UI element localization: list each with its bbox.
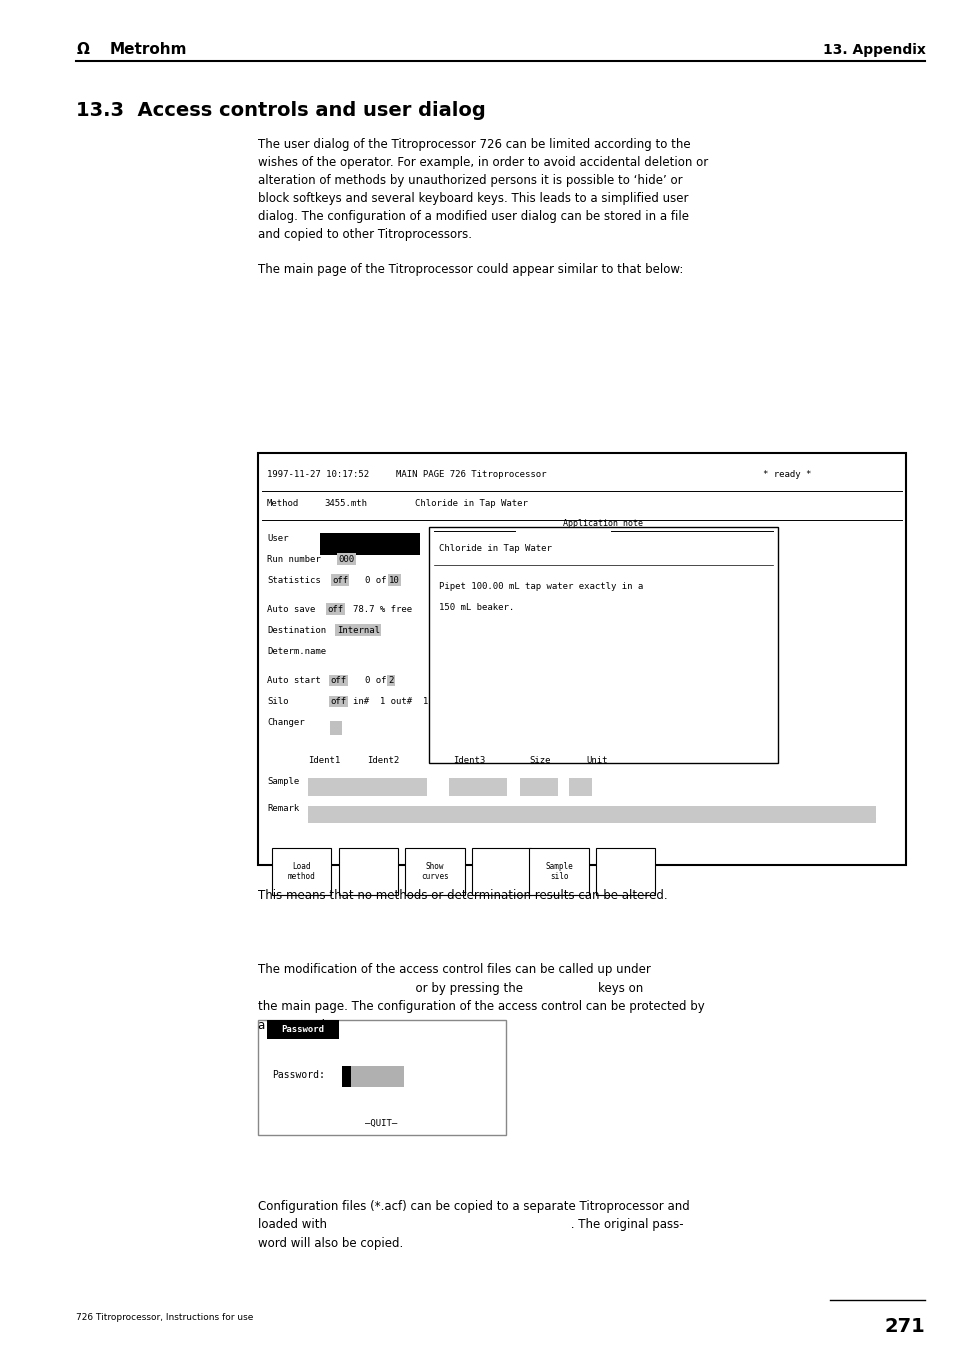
Text: 78.7 % free: 78.7 % free	[353, 605, 412, 613]
Text: Password:: Password:	[272, 1070, 324, 1081]
Bar	[529, 847, 588, 894]
Text: 13.3  Access controls and user dialog: 13.3 Access controls and user dialog	[76, 101, 486, 120]
Text: 3455.mth: 3455.mth	[324, 499, 367, 508]
Text: off: off	[330, 697, 346, 707]
Text: off: off	[332, 576, 348, 585]
Text: Destination: Destination	[267, 626, 326, 635]
Text: 13. Appendix: 13. Appendix	[821, 43, 924, 57]
Text: This means that no methods or determination results can be altered.: This means that no methods or determinat…	[257, 889, 666, 902]
Text: Configuration files (*.acf) can be copied to a separate Titroprocessor and
loade: Configuration files (*.acf) can be copie…	[257, 1200, 689, 1250]
Text: Statistics: Statistics	[267, 576, 320, 585]
Text: Method: Method	[267, 499, 299, 508]
Text: User: User	[267, 534, 289, 543]
Bar	[568, 778, 592, 796]
Bar	[257, 1020, 505, 1135]
Bar	[596, 847, 655, 894]
Bar	[308, 805, 875, 823]
Text: Unit: Unit	[586, 755, 608, 765]
Text: off: off	[330, 676, 346, 685]
Text: off: off	[327, 605, 343, 613]
Text: 10: 10	[389, 576, 399, 585]
Text: Sample: Sample	[267, 777, 299, 785]
Text: Auto start: Auto start	[267, 676, 320, 685]
Text: Ω: Ω	[76, 42, 89, 58]
Text: Determ.name: Determ.name	[267, 647, 326, 655]
Text: Password: Password	[281, 1025, 324, 1034]
Text: Ident2: Ident2	[367, 755, 399, 765]
Text: Run number: Run number	[267, 554, 320, 563]
Text: The main page of the Titroprocessor could appear similar to that below:: The main page of the Titroprocessor coul…	[257, 263, 682, 277]
Text: Sample
silo: Sample silo	[544, 862, 573, 881]
Text: Pipet 100.00 mL tap water exactly in a: Pipet 100.00 mL tap water exactly in a	[438, 582, 642, 592]
Text: The user dialog of the Titroprocessor 726 can be limited according to the
wishes: The user dialog of the Titroprocessor 72…	[257, 138, 707, 240]
Text: 150 mL beaker.: 150 mL beaker.	[438, 603, 514, 612]
Text: Remark: Remark	[267, 804, 299, 813]
Text: Chloride in Tap Water: Chloride in Tap Water	[415, 499, 527, 508]
Text: * ready *: * ready *	[762, 470, 811, 480]
Text: 2: 2	[388, 676, 394, 685]
Bar	[267, 1020, 338, 1039]
Bar	[519, 778, 558, 796]
Text: Ident3: Ident3	[453, 755, 485, 765]
Text: MAIN PAGE 726 Titroprocessor: MAIN PAGE 726 Titroprocessor	[395, 470, 546, 480]
Text: 000: 000	[338, 554, 355, 563]
Text: 1997-11-27 10:17:52: 1997-11-27 10:17:52	[267, 470, 369, 480]
Text: 271: 271	[883, 1317, 924, 1336]
Text: Application note: Application note	[563, 519, 642, 528]
Bar	[449, 778, 506, 796]
Text: Auto save: Auto save	[267, 605, 315, 613]
Text: 0 of: 0 of	[365, 676, 387, 685]
Text: in#  1 out#  1: in# 1 out# 1	[353, 697, 428, 707]
Text: Changer: Changer	[267, 717, 304, 727]
Bar	[319, 532, 419, 554]
Bar	[472, 847, 531, 894]
Text: Chloride in Tap Water: Chloride in Tap Water	[438, 544, 551, 554]
Text: Silo: Silo	[267, 697, 289, 707]
Bar	[308, 778, 373, 796]
Text: Load
method: Load method	[287, 862, 315, 881]
Bar	[330, 720, 341, 735]
Text: Size: Size	[529, 755, 551, 765]
Bar	[338, 847, 397, 894]
Text: 0 of: 0 of	[365, 576, 387, 585]
Text: —QUIT—: —QUIT—	[365, 1119, 397, 1128]
Text: 726 Titroprocessor, Instructions for use: 726 Titroprocessor, Instructions for use	[76, 1313, 253, 1323]
Text: Internal: Internal	[336, 626, 379, 635]
Text: Metrohm: Metrohm	[110, 42, 187, 58]
Bar	[405, 847, 464, 894]
Bar	[367, 778, 427, 796]
Bar	[257, 453, 905, 865]
Bar	[272, 847, 331, 894]
Text: The modification of the access control files can be called up under
            : The modification of the access control f…	[257, 963, 703, 1032]
Bar	[429, 527, 777, 763]
Bar	[341, 1066, 351, 1088]
Bar	[351, 1066, 403, 1088]
Text: Ident1: Ident1	[308, 755, 340, 765]
Text: Show
curves: Show curves	[420, 862, 449, 881]
